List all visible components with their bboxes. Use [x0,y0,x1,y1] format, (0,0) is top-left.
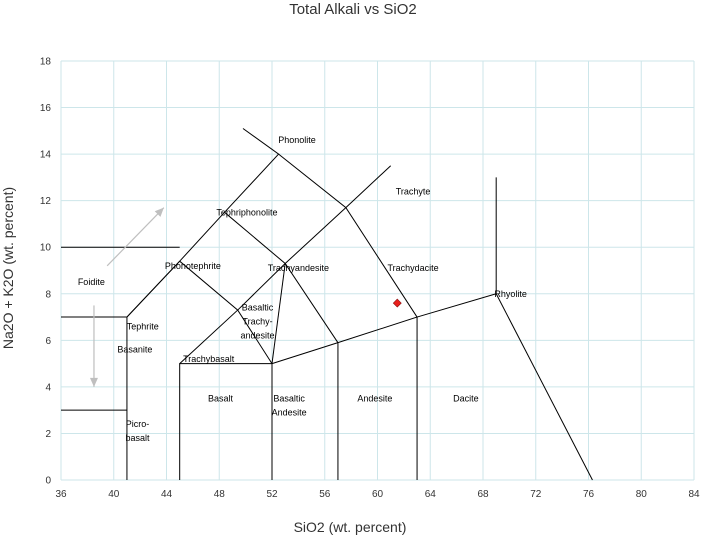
field-label: Phonolite [278,135,316,145]
y-tick-label: 16 [40,103,52,114]
gridlines [60,60,695,481]
field-label: Rhyolite [494,289,527,299]
trend-arrows [89,207,165,387]
field-label: Basalt [208,394,234,404]
x-tick-label: 36 [55,489,67,500]
x-tick-label: 60 [372,489,384,500]
field-boundary [126,260,181,318]
field-label: Picro- [126,419,150,429]
y-tick-label: 12 [40,196,52,207]
y-tick-label: 0 [45,476,51,487]
field-label: Foidite [78,277,105,287]
field-label: Dacite [453,394,479,404]
field-label: Basaltic [242,303,274,313]
field-boundary [179,363,273,480]
field-labels: Phonolite Trachyte Tephriphonolite Foidite P… [78,135,527,443]
field-label: Trachybasalt [183,354,235,364]
y-tick-label: 8 [45,289,51,300]
data-point [392,298,402,308]
field-label: Andesite [272,407,307,417]
field-label: Trachydacite [388,263,439,273]
arrow-head [154,207,164,217]
y-tick-label: 18 [40,57,52,68]
field-boundaries [61,128,593,481]
y-tick-label: 4 [45,382,51,393]
field-boundary [126,128,280,480]
x-tick-label: 48 [214,489,226,500]
field-label: Phonotephrite [165,261,221,271]
trend-arrow [106,207,165,267]
x-tick-label: 44 [161,489,173,500]
field-label: Basaltic [273,394,305,404]
field-boundary [224,211,339,343]
y-tick-label: 10 [40,243,52,254]
y-tick-label: 2 [45,429,51,440]
field-label: Trachyandesite [268,263,329,273]
x-axis-label: SiO2 (wt. percent) [294,519,407,535]
field-boundary [278,153,418,318]
field-label: Basanite [117,345,152,355]
field-boundary [495,293,593,481]
field-label: Trachyte [396,186,431,196]
x-tick-label: 80 [636,489,648,500]
y-tick-label: 6 [45,336,51,347]
field-boundary [271,263,286,364]
x-tick-label: 52 [266,489,278,500]
field-label: Trachy- [242,317,272,327]
arrow-head [89,377,98,387]
x-tick-label: 64 [425,489,437,500]
x-tick-label: 68 [477,489,489,500]
x-tick-label: 84 [688,489,700,500]
x-tick-label: 76 [583,489,595,500]
field-label: Andesite [357,394,392,404]
chart-title: Total Alkali vs SiO2 [289,1,417,18]
field-boundary [337,316,418,480]
field-label: basalt [125,433,150,443]
x-tick-label: 56 [319,489,331,500]
field-label: Tephrite [127,321,159,331]
y-tick-label: 14 [40,150,52,161]
field-label: Tephriphonolite [216,207,277,217]
field-label: andesite [240,331,274,341]
y-axis-label: Na2O + K2O (wt. percent) [0,187,16,349]
data-points [392,298,402,308]
field-boundary [179,260,273,364]
tick-labels: 36 40 44 48 52 56 60 64 68 72 76 80 8402468101214161… [40,57,700,501]
x-tick-label: 40 [108,489,120,500]
field-boundary [271,342,339,365]
x-tick-label: 72 [530,489,542,500]
